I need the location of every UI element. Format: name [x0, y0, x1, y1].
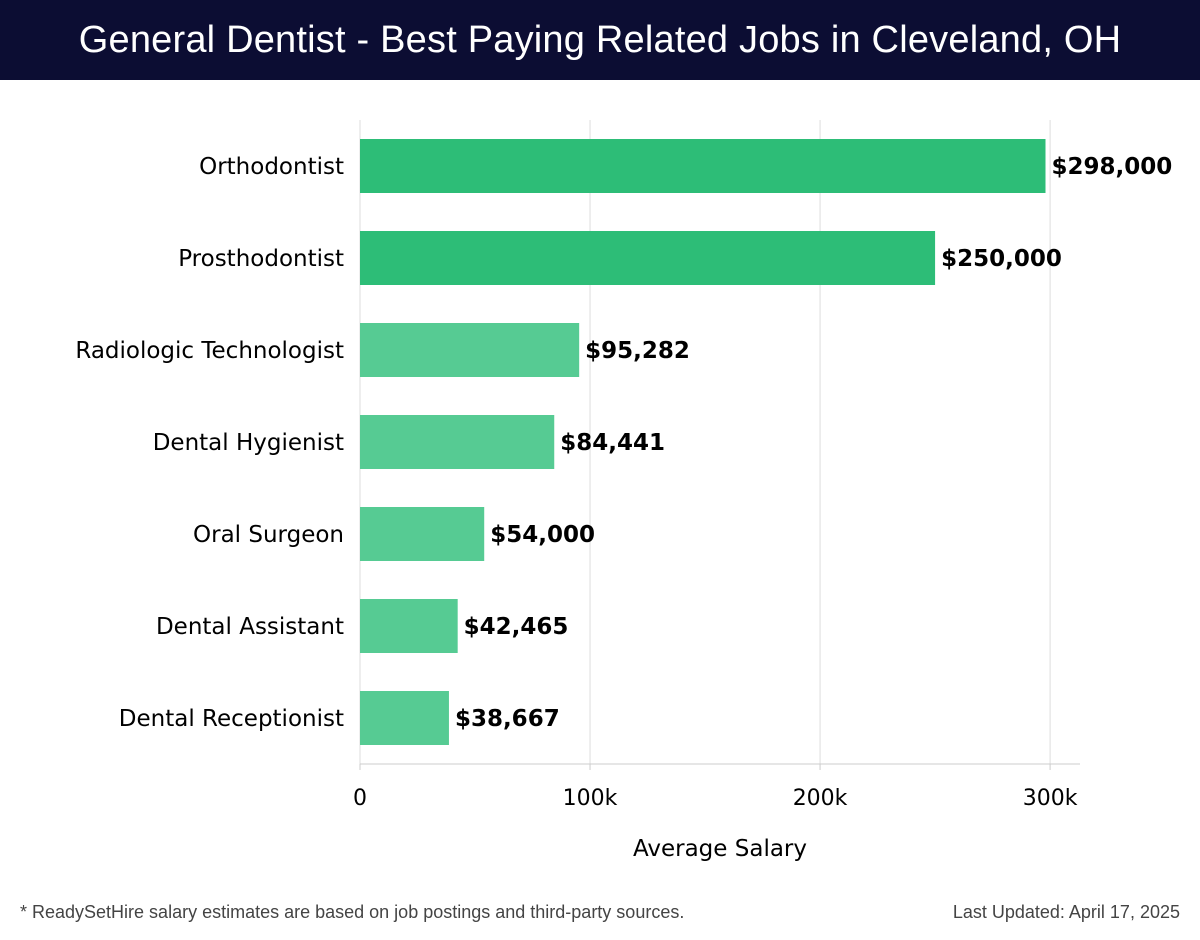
category-label: Oral Surgeon [193, 522, 344, 548]
bar [360, 231, 936, 285]
chart-title: General Dentist - Best Paying Related Jo… [0, 0, 1200, 80]
x-tick-label: 0 [353, 786, 367, 811]
value-label: $95,282 [585, 338, 690, 364]
category-label: Prosthodontist [178, 246, 344, 272]
bar [360, 691, 449, 745]
category-label: Dental Assistant [156, 614, 344, 640]
bars [360, 139, 1046, 745]
bar [360, 323, 580, 377]
value-label: $54,000 [490, 522, 595, 548]
bar [360, 599, 458, 653]
x-axis: 0 100k 200k 300k [353, 763, 1080, 811]
labels: Orthodontist $298,000 Prosthodontist $250,0… [75, 154, 1172, 732]
category-label: Radiologic Technologist [75, 338, 344, 364]
x-tick-label: 100k [563, 786, 618, 811]
category-label: Orthodontist [199, 154, 344, 180]
value-label: $42,465 [464, 614, 569, 640]
footnote: * ReadySetHire salary estimates are base… [20, 902, 685, 922]
value-label: $298,000 [1051, 154, 1172, 180]
bar [360, 139, 1046, 193]
value-label: $250,000 [941, 246, 1062, 272]
bar [360, 415, 555, 469]
x-tick-label: 300k [1023, 786, 1078, 811]
bar [360, 507, 485, 561]
x-tick-label: 200k [793, 786, 848, 811]
x-axis-title: Average Salary [633, 836, 807, 862]
last-updated: Last Updated: April 17, 2025 [952, 902, 1180, 922]
category-label: Dental Hygienist [153, 430, 344, 456]
bar-chart: Orthodontist $298,000 Prosthodontist $250,0… [75, 120, 1172, 862]
value-label: $38,667 [455, 706, 560, 732]
value-label: $84,441 [560, 430, 665, 456]
category-label: Dental Receptionist [119, 706, 344, 732]
